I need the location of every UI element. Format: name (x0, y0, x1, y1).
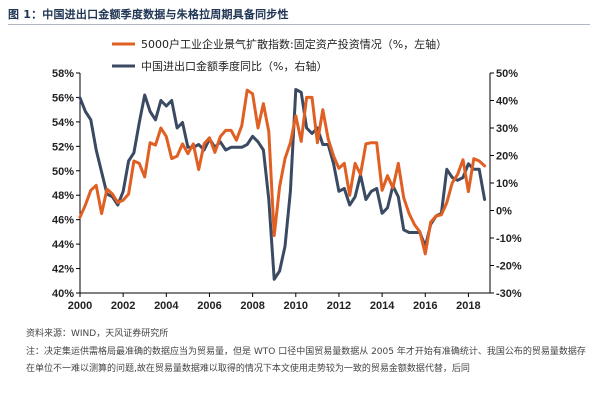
title-divider (8, 24, 590, 25)
series-line-orange (78, 88, 487, 256)
y-left-tick-label: 44% (52, 239, 74, 251)
y-left-tick-label: 50% (52, 166, 74, 178)
y-right-tick-label: 30% (496, 123, 518, 135)
y-right-tick-label: 20% (496, 151, 518, 163)
x-tick-label: 2014 (370, 300, 395, 312)
x-tick-label: 2000 (68, 300, 92, 312)
legend-label-orange: 5000户工业企业景气扩散指数:固定资产投资情况（%，左轴） (141, 37, 447, 51)
y-right-tick-label: -30% (496, 288, 522, 300)
figure-title: 图 1：中国进出口金额季度数据与朱格拉周期具备同步性 (8, 8, 289, 21)
x-tick-label: 2008 (240, 300, 264, 312)
y-right-tick-label: -20% (496, 261, 522, 273)
y-right-tick-label: 0% (496, 206, 512, 218)
x-tick-label: 2010 (284, 300, 308, 312)
y-left-tick-label: 48% (52, 190, 74, 202)
y-left-tick-label: 40% (52, 288, 74, 300)
x-tick-label: 2006 (197, 300, 221, 312)
y-left-tick-label: 52% (52, 141, 74, 153)
source-note: 资料来源：WIND，天风证券研究所 (26, 329, 169, 339)
y-right-tick-label: 10% (496, 178, 518, 190)
legend-label-navy: 中国进出口金额季度同比（%，右轴） (141, 59, 327, 73)
y-left-tick-label: 42% (52, 264, 74, 276)
y-right-tick-label: -10% (496, 233, 522, 245)
y-left-tick-label: 56% (52, 92, 74, 104)
footnote: 注：决定集运供需格局最准确的数据应当为贸易量，但是 WTO 口径中国贸易量数据从… (26, 347, 586, 374)
x-tick-label: 2018 (456, 300, 480, 312)
x-tick-label: 2012 (327, 300, 351, 312)
x-tick-label: 2016 (413, 300, 437, 312)
x-tick-label: 2002 (111, 300, 135, 312)
y-left-tick-label: 58% (52, 68, 74, 80)
y-left-tick-label: 46% (52, 215, 74, 227)
y-right-tick-label: 50% (496, 68, 518, 80)
y-left-tick-label: 54% (52, 117, 74, 129)
line-chart: 40% 42% 44% 46% 48% 50% 52% 54% 56% 58% -30% -20% -1… (52, 37, 522, 312)
x-tick-label: 2004 (154, 300, 179, 312)
y-right-tick-label: 40% (496, 96, 518, 108)
series-line-navy (78, 88, 487, 281)
